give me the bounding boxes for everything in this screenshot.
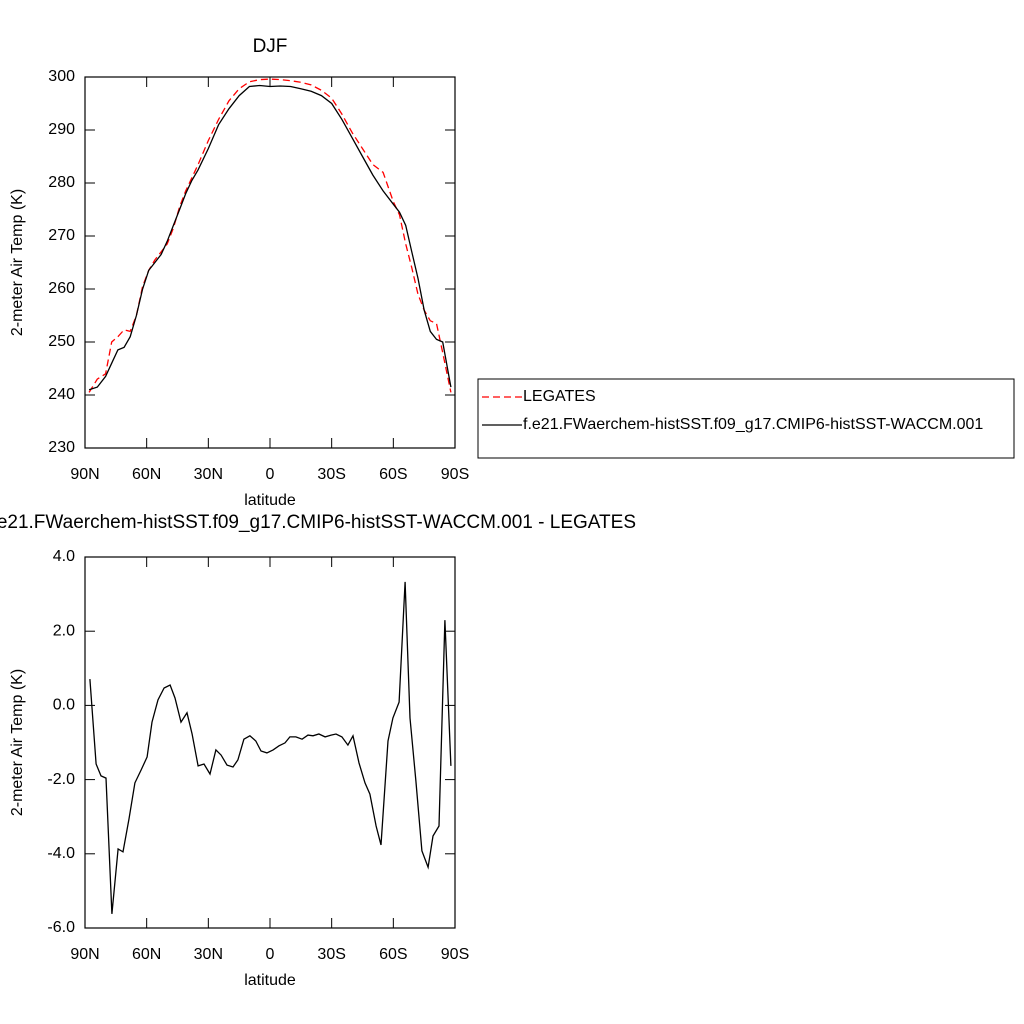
x-tick-label: 90N [70, 946, 99, 963]
chart-title: DJF [253, 36, 288, 57]
y-tick-label: 280 [48, 174, 75, 191]
x-tick-label: 30N [194, 466, 223, 483]
y-tick-label: 4.0 [53, 548, 75, 565]
x-tick-label: 60S [379, 466, 407, 483]
x-tick-label: 30N [194, 946, 223, 963]
plot-frame [84, 556, 456, 929]
x-tick-label: 30S [317, 946, 345, 963]
x-tick-label: 90S [441, 466, 469, 483]
y-tick-label: 250 [48, 333, 75, 350]
legend-label: f.e21.FWaerchem-histSST.f09_g17.CMIP6-hi… [523, 416, 983, 433]
y-tick-label: -4.0 [47, 845, 75, 862]
data-line [88, 78, 452, 393]
y-tick-label: 230 [48, 439, 75, 456]
y-axis-label: 2-meter Air Temp (K) [9, 189, 26, 336]
x-tick-label: 60N [132, 466, 161, 483]
y-tick-label: 290 [48, 121, 75, 138]
x-axis-label: latitude [244, 492, 296, 509]
chart-title: f.e21.FWaerchem-histSST.f09_g17.CMIP6-hi… [0, 512, 636, 533]
x-axis-label: latitude [244, 972, 296, 989]
x-tick-label: 30S [317, 466, 345, 483]
plot-frame [84, 76, 456, 449]
y-axis-label: 2-meter Air Temp (K) [9, 669, 26, 816]
y-tick-label: -6.0 [47, 919, 75, 936]
y-tick-label: 270 [48, 227, 75, 244]
y-tick-label: -2.0 [47, 771, 75, 788]
data-line [88, 84, 452, 391]
y-tick-label: 260 [48, 280, 75, 297]
y-tick-label: 0.0 [53, 697, 75, 714]
x-tick-label: 60S [379, 946, 407, 963]
legend-label: LEGATES [523, 388, 596, 405]
data-line [89, 581, 452, 914]
x-tick-label: 60N [132, 946, 161, 963]
y-tick-label: 300 [48, 68, 75, 85]
x-tick-label: 90N [70, 466, 99, 483]
x-tick-label: 0 [266, 466, 275, 483]
y-tick-label: 240 [48, 386, 75, 403]
y-tick-label: 2.0 [53, 622, 75, 639]
x-tick-label: 90S [441, 946, 469, 963]
x-tick-label: 0 [266, 946, 275, 963]
legend-box [477, 378, 1015, 459]
